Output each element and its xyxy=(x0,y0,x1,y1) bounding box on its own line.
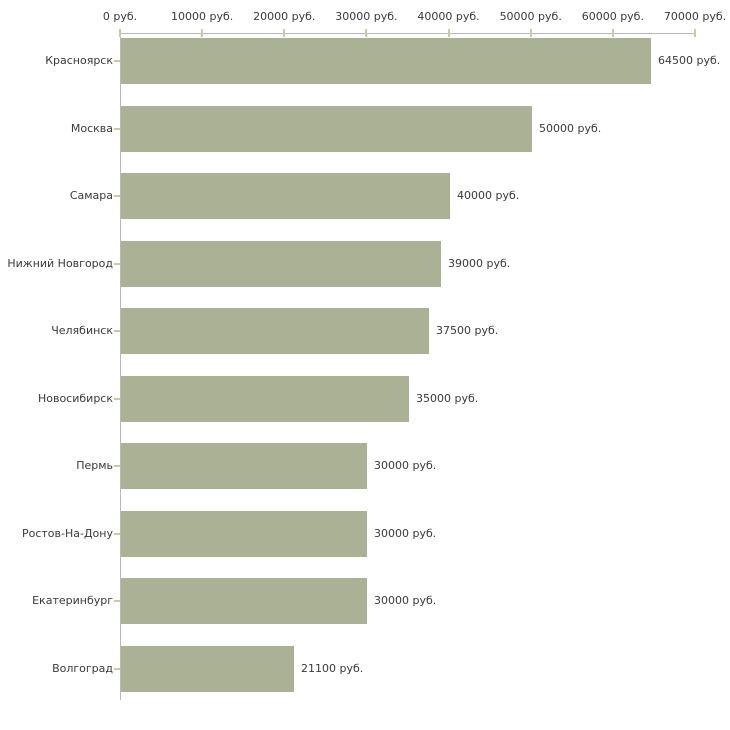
value-label: 64500 руб. xyxy=(658,54,721,67)
category-label: Пермь xyxy=(76,459,113,472)
value-label: 35000 руб. xyxy=(416,391,479,405)
x-tick-label: 20000 руб. xyxy=(253,10,316,23)
category-label: Красноярск xyxy=(45,54,113,67)
bar xyxy=(121,510,367,557)
x-tick-mark xyxy=(283,29,286,37)
y-tick-mark xyxy=(114,532,120,535)
value-label: 21100 руб. xyxy=(301,661,364,675)
x-tick-mark xyxy=(447,29,450,37)
bar xyxy=(121,578,367,624)
x-tick-mark xyxy=(119,29,121,37)
x-tick-mark xyxy=(611,29,614,37)
bar xyxy=(121,375,409,422)
value-label: 50000 руб. xyxy=(539,121,602,135)
x-tick-label: 10000 руб. xyxy=(171,10,234,23)
x-tick-label: 0 руб. xyxy=(102,10,138,23)
category-label: Челябинск xyxy=(51,324,113,337)
category-label: Волгоград xyxy=(52,661,113,675)
x-tick-label: 60000 руб. xyxy=(581,10,644,23)
y-tick-mark xyxy=(114,127,120,130)
bar xyxy=(121,105,532,152)
x-tick-mark xyxy=(365,29,368,37)
x-tick-label: 70000 руб. xyxy=(663,10,727,23)
category-label: Самара xyxy=(69,189,113,202)
category-label: Нижний Новгород xyxy=(7,256,113,270)
y-tick-mark xyxy=(114,397,120,400)
category-label: Новосибирск xyxy=(37,391,113,405)
category-label: Москва xyxy=(70,121,113,135)
value-label: 37500 руб. xyxy=(436,324,499,337)
x-tick-mark xyxy=(201,29,204,37)
bar xyxy=(121,38,651,84)
y-tick-mark xyxy=(114,330,120,332)
y-tick-mark xyxy=(114,667,120,670)
value-label: 39000 руб. xyxy=(448,256,511,270)
x-axis-line xyxy=(120,33,696,34)
y-tick-mark xyxy=(114,195,120,197)
x-tick-label: 30000 руб. xyxy=(335,10,398,23)
value-label: 30000 руб. xyxy=(374,459,437,472)
value-label: 40000 руб. xyxy=(457,189,520,202)
x-tick-mark xyxy=(529,29,532,37)
value-label: 30000 руб. xyxy=(374,594,437,607)
category-label: Ростов-На-Дону xyxy=(21,526,113,540)
value-label: 30000 руб. xyxy=(374,526,437,540)
y-axis-line xyxy=(120,33,121,700)
y-tick-mark xyxy=(114,262,120,265)
x-tick-mark xyxy=(694,29,696,37)
bar xyxy=(121,173,450,219)
y-tick-mark xyxy=(114,60,120,62)
y-tick-mark xyxy=(114,465,120,467)
y-tick-mark xyxy=(114,600,120,602)
category-label: Екатеринбург xyxy=(32,594,113,607)
bar xyxy=(121,645,294,692)
x-tick-label: 50000 руб. xyxy=(499,10,562,23)
bar xyxy=(121,240,441,287)
x-tick-label: 40000 руб. xyxy=(417,10,480,23)
bar xyxy=(121,443,367,489)
bar xyxy=(121,308,429,354)
